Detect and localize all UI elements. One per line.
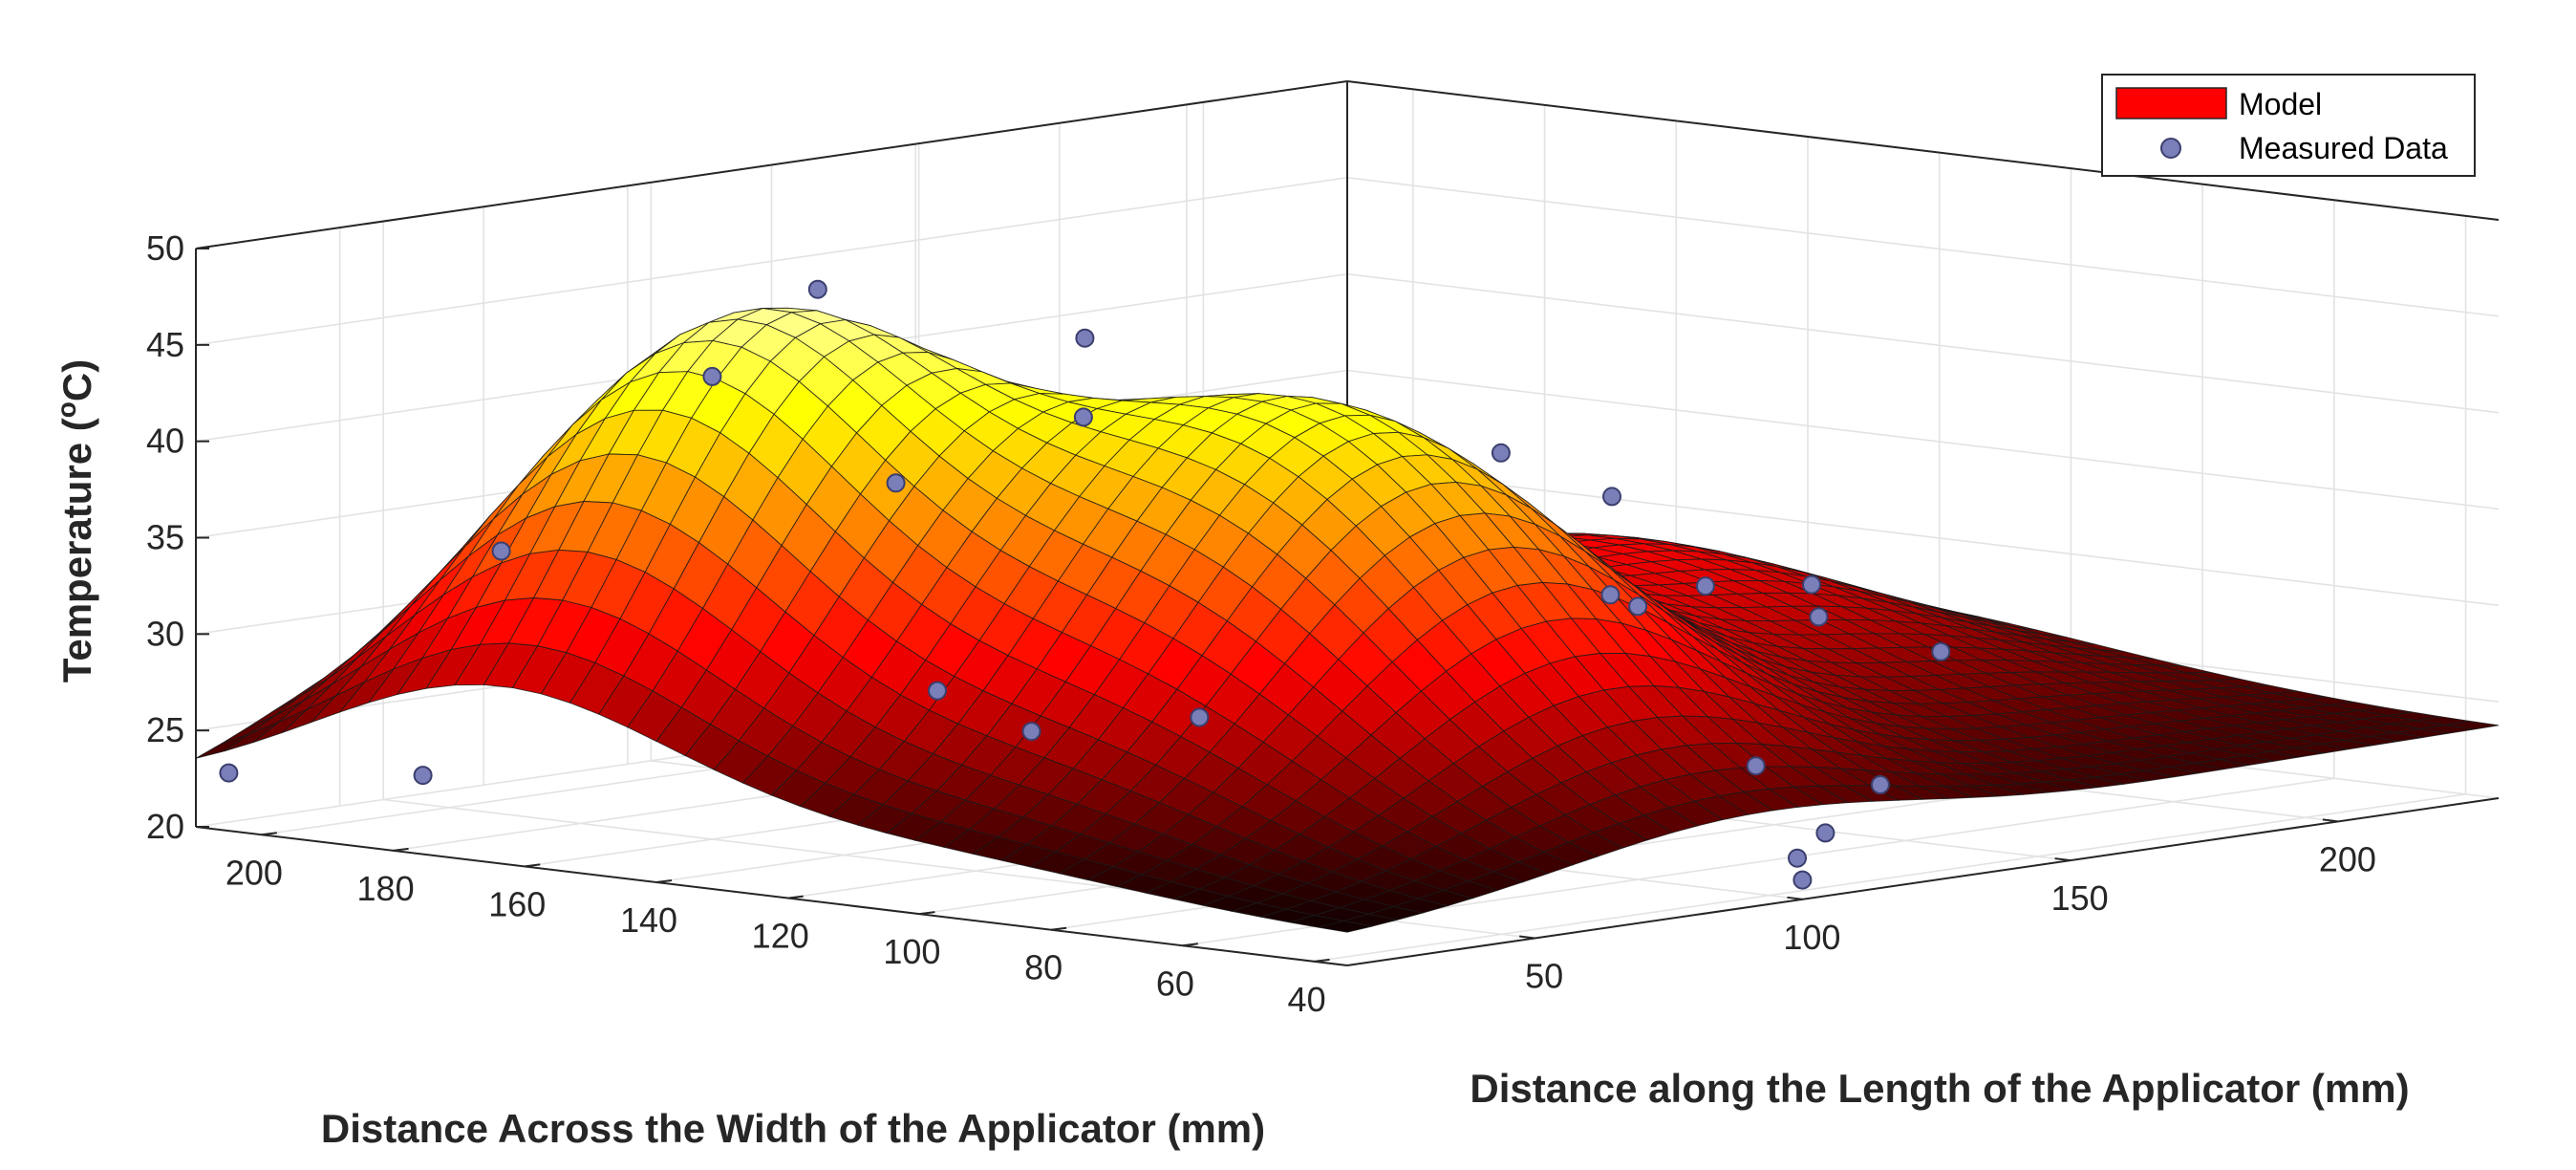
y-axis-line — [195, 826, 1348, 966]
legend-measured-label: Measured Data — [2239, 131, 2448, 165]
y-tick-mark — [1182, 942, 1198, 947]
y-tick-mark — [261, 832, 277, 836]
measured-data-point — [1695, 576, 1715, 596]
grid-line-z — [1346, 177, 2500, 317]
z-tick-label: 25 — [146, 710, 184, 749]
grid-line-z — [1346, 272, 2500, 414]
y-tick-label: 200 — [225, 853, 283, 892]
x-axis-ticks: 50 100 150 200 — [1519, 818, 2376, 996]
z-axis-ticks: 20 25 30 35 40 45 50 — [146, 228, 209, 846]
measured-data-point — [1491, 443, 1511, 463]
x-tick-label: 100 — [1783, 918, 1840, 957]
y-tick-mark — [1314, 958, 1330, 963]
y-tick-label: 160 — [488, 884, 546, 923]
z-tick-label: 35 — [146, 518, 184, 557]
measured-data-point — [219, 763, 239, 783]
top-right-edge — [1346, 80, 2500, 221]
y-tick-label: 40 — [1288, 980, 1326, 1019]
measured-data-point — [886, 473, 906, 493]
z-axis-title: Temperature (oC) — [52, 359, 99, 682]
y-tick-mark — [919, 911, 935, 916]
y-tick-label: 80 — [1024, 948, 1063, 987]
z-axis-title-main: Temperature ( — [54, 418, 99, 682]
measured-data-point — [1815, 823, 1835, 843]
y-tick-label: 140 — [620, 900, 677, 940]
z-tick-label: 45 — [146, 325, 184, 364]
measured-data-point — [702, 366, 722, 386]
x-tick-mark — [1787, 896, 1803, 900]
grid-line-y — [1314, 793, 2466, 963]
z-tick-label: 20 — [146, 807, 184, 846]
x-tick-mark — [2054, 857, 2071, 862]
legend: Model Measured Data — [2101, 74, 2476, 177]
measured-data-point — [413, 766, 433, 786]
x-axis-title: Distance along the Length of the Applica… — [1470, 1066, 2409, 1111]
measured-data-point — [1802, 574, 1821, 595]
legend-marker-icon — [2160, 138, 2181, 159]
legend-model-label: Model — [2239, 87, 2322, 121]
measured-data-point — [491, 541, 511, 561]
measured-data-point — [1600, 585, 1621, 605]
measured-data-point — [1628, 596, 1648, 617]
surface-patch — [1318, 921, 1373, 933]
model-surface — [195, 307, 2500, 933]
measured-data-point — [1931, 641, 1951, 661]
measured-data-point — [1809, 607, 1829, 627]
x-tick-mark — [2322, 818, 2338, 823]
measured-data-point — [928, 681, 947, 701]
measured-data-point — [1021, 722, 1041, 742]
x-tick-mark — [1519, 935, 1535, 940]
x-tick-label: 200 — [2319, 839, 2376, 878]
y-tick-mark — [787, 895, 804, 899]
z-tick-label: 50 — [146, 228, 184, 268]
z-tick-label: 30 — [146, 614, 184, 653]
y-tick-mark — [393, 847, 409, 852]
y-axis-ticks: 200 180 160 140 120 100 80 60 40 — [225, 832, 1330, 1019]
measured-data-point — [1792, 870, 1813, 890]
z-axis-title-unit: C) — [54, 359, 99, 401]
y-tick-mark — [655, 879, 673, 883]
measured-data-point — [807, 279, 827, 299]
measured-data-point — [1190, 707, 1210, 727]
y-tick-label: 100 — [883, 932, 940, 971]
measured-data-point — [1788, 848, 1807, 868]
z-axis-title-superscript: o — [52, 401, 81, 418]
measured-data-point — [1075, 328, 1095, 348]
x-axis-line — [1346, 797, 2500, 966]
measured-data-point — [1870, 775, 1890, 794]
y-tick-mark — [1051, 926, 1067, 931]
measured-data-point — [1602, 487, 1621, 507]
y-tick-label: 120 — [752, 917, 809, 956]
y-tick-label: 180 — [357, 869, 415, 908]
grid-line-z — [1346, 466, 2500, 607]
top-back-edge — [195, 80, 1348, 249]
y-axis-title: Distance Across the Width of the Applica… — [321, 1106, 1265, 1151]
y-tick-label: 60 — [1156, 964, 1194, 1003]
measured-data-points — [219, 279, 1951, 890]
x-tick-label: 150 — [2051, 878, 2109, 918]
grid-line-z — [1346, 369, 2500, 510]
y-tick-mark — [525, 863, 541, 868]
measured-data-point — [1073, 407, 1093, 427]
x-tick-label: 50 — [1525, 957, 1563, 996]
measured-data-point — [1746, 756, 1766, 776]
z-tick-label: 40 — [146, 422, 184, 461]
legend-model-swatch — [2115, 87, 2227, 119]
